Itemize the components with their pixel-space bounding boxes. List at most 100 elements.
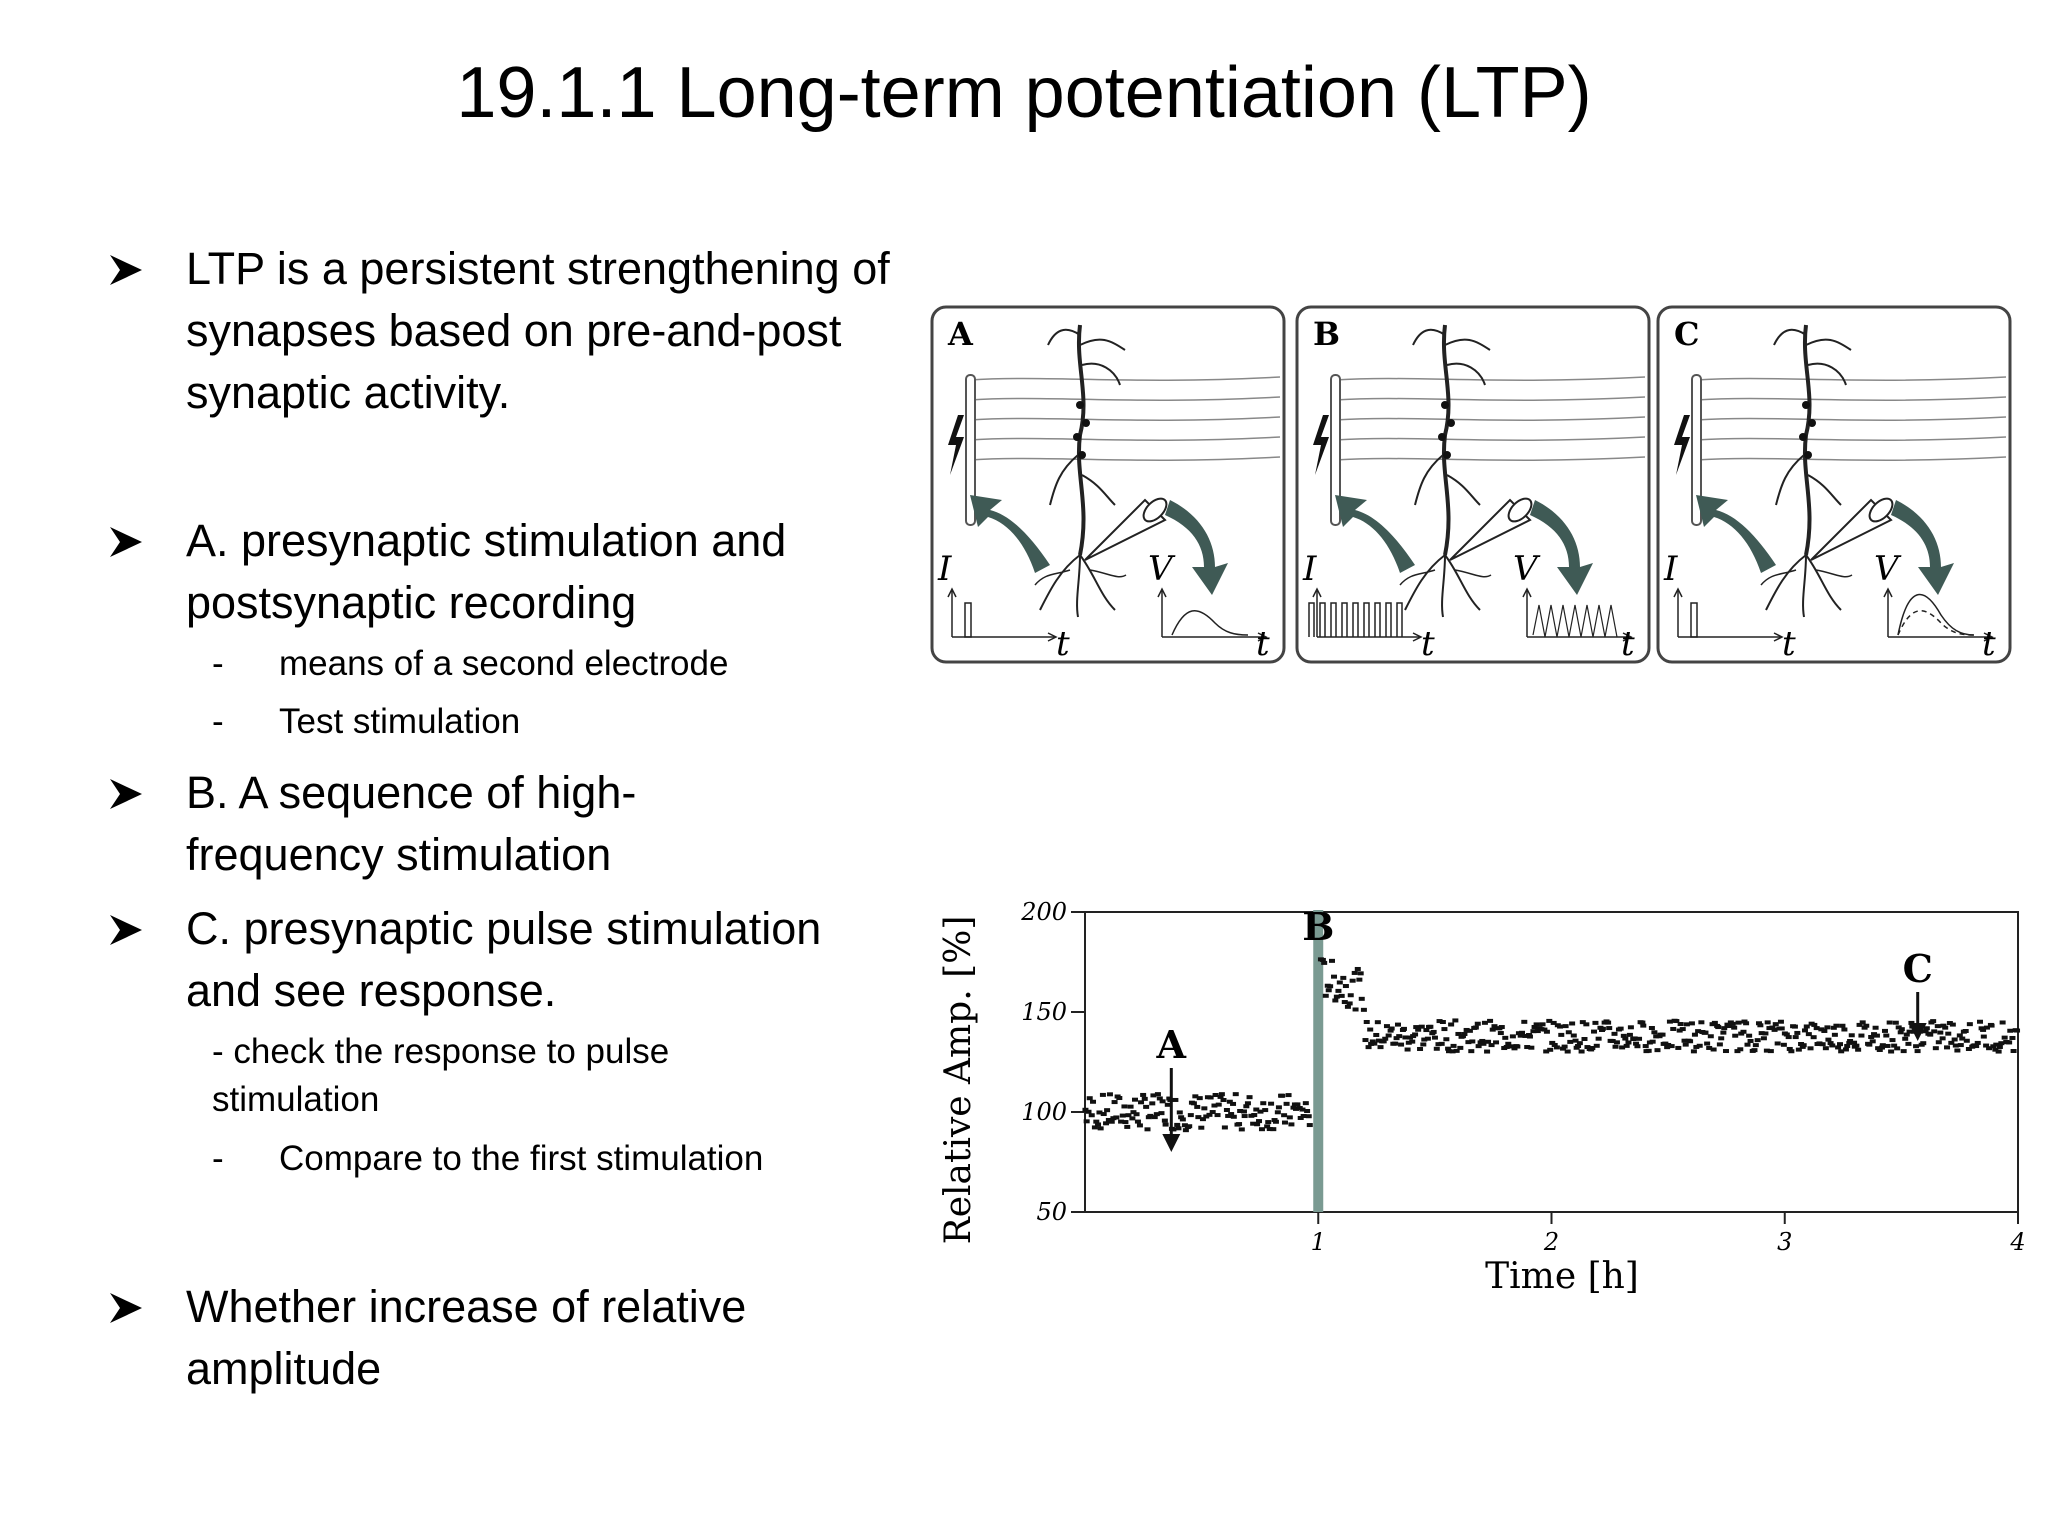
data-point bbox=[1813, 1026, 1820, 1031]
data-point bbox=[1866, 1042, 1873, 1047]
data-point bbox=[1124, 1124, 1131, 1129]
y-tick-label: 150 bbox=[1021, 998, 1067, 1026]
data-point bbox=[1220, 1098, 1227, 1103]
data-point bbox=[1543, 1029, 1550, 1034]
data-point bbox=[1377, 1045, 1384, 1050]
data-point bbox=[1162, 1122, 1169, 1127]
data-point bbox=[1558, 1032, 1565, 1037]
data-point bbox=[1485, 1039, 1492, 1044]
data-point bbox=[1206, 1112, 1213, 1117]
data-point bbox=[1881, 1028, 1888, 1033]
data-point bbox=[1675, 1045, 1682, 1050]
data-point bbox=[1677, 1022, 1684, 1027]
data-point bbox=[1631, 1036, 1638, 1041]
data-point bbox=[1837, 1042, 1844, 1047]
y-tick-label: 100 bbox=[1021, 1098, 1067, 1126]
data-point bbox=[1393, 1036, 1400, 1041]
data-point bbox=[1375, 1038, 1382, 1043]
data-point bbox=[1633, 1041, 1640, 1046]
data-point bbox=[1450, 1043, 1457, 1048]
data-point bbox=[1088, 1113, 1095, 1118]
data-point bbox=[1780, 1042, 1787, 1047]
data-point bbox=[1108, 1119, 1115, 1124]
data-point bbox=[1300, 1113, 1307, 1118]
data-point bbox=[1847, 1038, 1854, 1043]
data-point bbox=[1418, 1024, 1425, 1029]
data-point bbox=[1357, 971, 1364, 976]
data-point bbox=[1299, 1107, 1306, 1112]
data-point bbox=[1822, 1046, 1829, 1051]
data-point bbox=[1720, 1030, 1727, 1035]
data-point bbox=[1649, 1039, 1656, 1044]
data-point bbox=[1203, 1114, 1210, 1119]
data-point bbox=[1445, 1046, 1452, 1051]
arrowhead-bullet-icon bbox=[108, 510, 152, 572]
data-point bbox=[1468, 1049, 1475, 1054]
data-point bbox=[2001, 1035, 2008, 1040]
data-point bbox=[1886, 1020, 1893, 1025]
data-point bbox=[1819, 1042, 1826, 1047]
experiment-panels: A I V t t B I V t t C I V t t bbox=[930, 305, 2012, 664]
data-point bbox=[1591, 1029, 1598, 1034]
data-point bbox=[1265, 1120, 1272, 1125]
data-point bbox=[1973, 1044, 1980, 1049]
data-point bbox=[1853, 1043, 1860, 1048]
data-point bbox=[1253, 1107, 1260, 1112]
data-point bbox=[1569, 1021, 1576, 1026]
data-point bbox=[1698, 1020, 1705, 1025]
data-point bbox=[1491, 1024, 1498, 1029]
data-point bbox=[1546, 1018, 1553, 1023]
data-point bbox=[1455, 1031, 1462, 1036]
voltage-label: V bbox=[1148, 549, 1176, 589]
data-point bbox=[1898, 1027, 1905, 1032]
data-point bbox=[1670, 1026, 1677, 1031]
data-point bbox=[1281, 1120, 1288, 1125]
data-point bbox=[1623, 1043, 1630, 1048]
data-point bbox=[1659, 1032, 1666, 1037]
data-point bbox=[1306, 1123, 1313, 1128]
data-point bbox=[1579, 1020, 1586, 1025]
data-point bbox=[1509, 1034, 1516, 1039]
data-point bbox=[1380, 1039, 1387, 1044]
data-point bbox=[1288, 1122, 1295, 1127]
data-point bbox=[1268, 1101, 1275, 1106]
data-point bbox=[1996, 1044, 2003, 1049]
data-point bbox=[1729, 1021, 1736, 1026]
data-point bbox=[1593, 1043, 1600, 1048]
data-point bbox=[1371, 1041, 1378, 1046]
data-point bbox=[1951, 1037, 1958, 1042]
data-point bbox=[1347, 993, 1354, 998]
data-point bbox=[1732, 1033, 1739, 1038]
data-point bbox=[1721, 1026, 1728, 1031]
data-point bbox=[1441, 1027, 1448, 1032]
data-point bbox=[1572, 1038, 1579, 1043]
data-point bbox=[1400, 1026, 1407, 1031]
data-point bbox=[1613, 1040, 1620, 1045]
data-point bbox=[1385, 1033, 1392, 1038]
data-point bbox=[1983, 1043, 1990, 1048]
data-point bbox=[1668, 1044, 1675, 1049]
data-point bbox=[1676, 1028, 1683, 1033]
data-point bbox=[1498, 1025, 1505, 1030]
data-point bbox=[1959, 1036, 1966, 1041]
data-point bbox=[1876, 1047, 1883, 1052]
data-point bbox=[1547, 1047, 1554, 1052]
bullet-text: LTP is a persistent strengthening of syn… bbox=[186, 243, 890, 418]
data-point bbox=[1707, 1034, 1714, 1039]
data-point bbox=[1842, 1047, 1849, 1052]
data-point bbox=[1962, 1029, 1969, 1034]
data-point bbox=[1897, 1030, 1904, 1035]
data-point bbox=[1158, 1111, 1165, 1116]
data-point bbox=[1373, 1032, 1380, 1037]
data-point bbox=[1551, 1042, 1558, 1047]
data-point bbox=[1459, 1034, 1466, 1039]
data-point bbox=[1606, 1026, 1613, 1031]
data-point bbox=[1199, 1117, 1206, 1122]
data-point bbox=[1449, 1049, 1456, 1054]
data-point bbox=[1691, 1032, 1698, 1037]
data-point bbox=[1833, 1023, 1840, 1028]
data-point bbox=[1993, 1042, 2000, 1047]
data-point bbox=[1937, 1030, 1944, 1035]
data-point bbox=[1405, 1040, 1412, 1045]
data-point bbox=[1565, 1030, 1572, 1035]
